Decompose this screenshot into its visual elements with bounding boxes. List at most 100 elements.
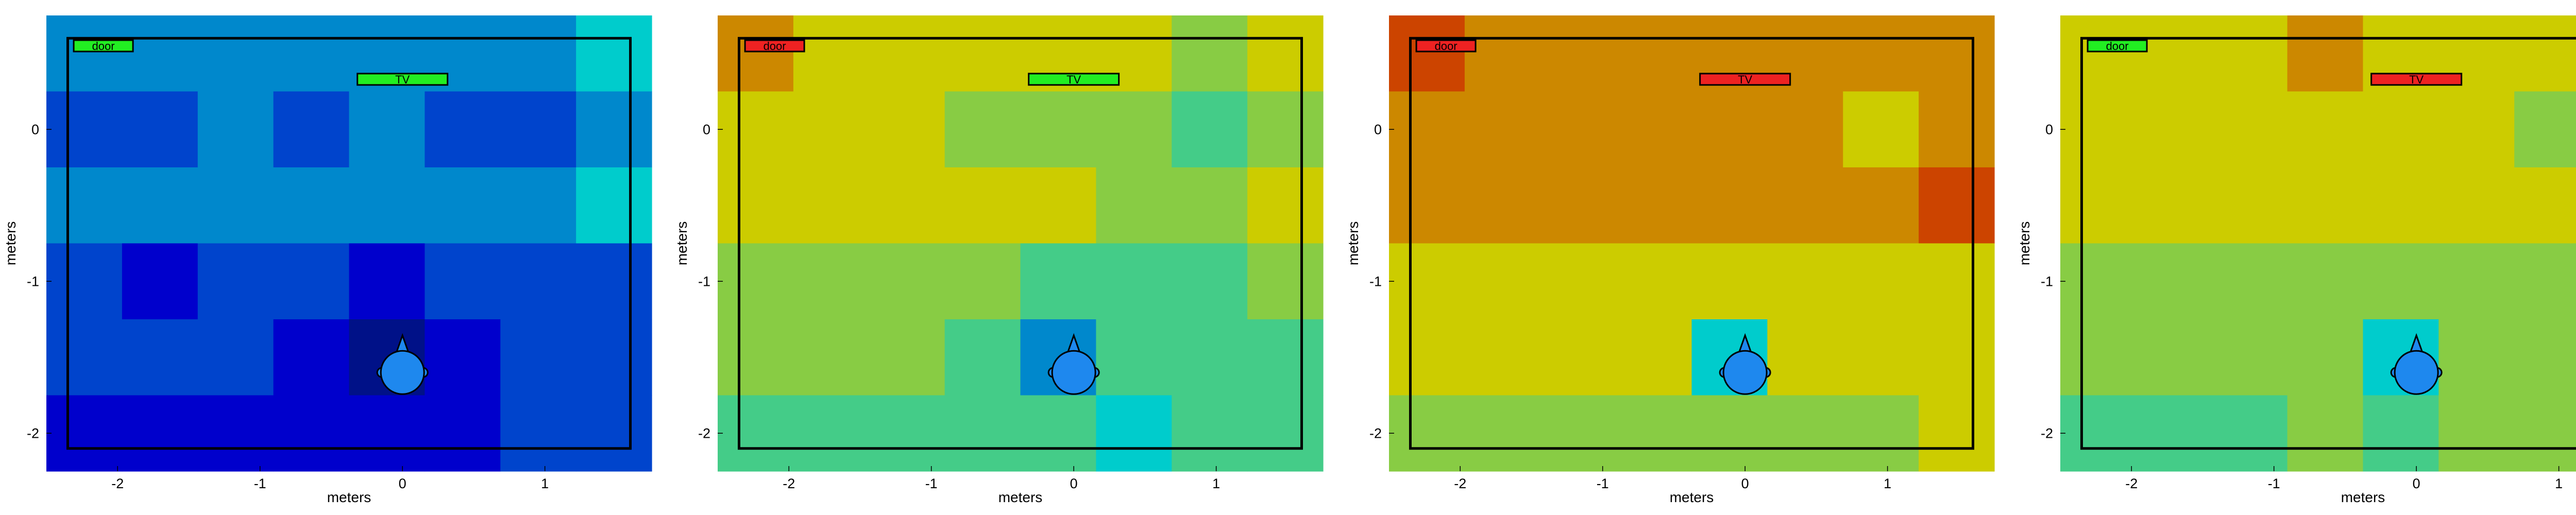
heatmap-cell: [2211, 15, 2288, 92]
heatmap-cell: [2287, 167, 2364, 244]
heatmap-cell: [1389, 319, 1465, 396]
heatmap-cell: [1843, 243, 1919, 320]
heatmap-cell: [576, 91, 652, 168]
heatmap-cell: [2438, 395, 2515, 472]
heatmap-cell: [425, 395, 501, 472]
label-box: [357, 73, 449, 86]
heatmap-cell: [718, 395, 794, 472]
room-boundary: [66, 37, 632, 450]
y-axis-label: meters: [674, 221, 690, 266]
heatmap-cell: [197, 319, 274, 396]
heatmap-cell: [1389, 91, 1465, 168]
heatmap-cell: [1464, 15, 1541, 92]
heatmap-cell: [46, 243, 123, 320]
listener-head-icon: [2390, 333, 2443, 395]
heatmap-cell: [1540, 395, 1617, 472]
heatmap-cell: [1616, 167, 1692, 244]
x-tick-label: 0: [1741, 476, 1749, 491]
tv-label: TV: [357, 73, 449, 86]
y-tick-label: -2: [698, 425, 710, 441]
x-tick-label: -1: [925, 476, 938, 491]
heatmap-cell: [944, 15, 1021, 92]
room-boundary: [737, 37, 1303, 450]
x-tick-label: 0: [399, 476, 406, 491]
heatmap-cell: [2211, 91, 2288, 168]
heatmap-cell: [1096, 91, 1172, 168]
heatmap-cell: [500, 319, 577, 396]
heatmap-cell: [349, 243, 425, 320]
heatmap-cell: [1540, 91, 1617, 168]
heatmap-cell: [1247, 91, 1324, 168]
heatmap-cell: [2136, 167, 2212, 244]
heatmap-cell: [425, 91, 501, 168]
heatmap-cell: [2287, 91, 2364, 168]
y-axis-label: meters: [1345, 221, 1361, 266]
door-label: door: [73, 39, 134, 53]
heatmap-cell: [1247, 167, 1324, 244]
listener-head-icon: [1047, 333, 1100, 395]
label-text: door: [2106, 40, 2129, 53]
heatmap-cell: [1767, 395, 1843, 472]
heatmap-cell: [718, 15, 794, 92]
y-tick-label: -2: [2041, 425, 2053, 441]
heatmap-cell: [1919, 167, 1995, 244]
heatmap-cell: [1919, 91, 1995, 168]
door-label: door: [1415, 39, 1477, 53]
heatmap-cell: [500, 91, 577, 168]
heatmap-cell: [2363, 91, 2439, 168]
heatmap-cell: [46, 167, 123, 244]
heatmap-cell: [944, 319, 1021, 396]
heatmap-cell: [793, 319, 870, 396]
heatmap-cell: [2363, 167, 2439, 244]
heatmap-cell: [869, 319, 945, 396]
heatmap-cell: [1172, 243, 1248, 320]
x-tick-label: -2: [111, 476, 124, 491]
heatmap-cell: [1096, 395, 1172, 472]
listener-head-icon: [376, 333, 429, 395]
x-tick-label: -2: [2125, 476, 2138, 491]
y-tick-label: 0: [703, 122, 710, 137]
heatmap-cell: [944, 91, 1021, 168]
x-tick-label: -1: [254, 476, 266, 491]
heatmap-cell: [793, 91, 870, 168]
heatmap-cell: [1843, 15, 1919, 92]
heatmap-cell: [2060, 243, 2137, 320]
heatmap-cell: [1691, 243, 1768, 320]
heatmap-cell: [500, 243, 577, 320]
label-text: TV: [2409, 73, 2424, 86]
heatmap-cell: [122, 319, 198, 396]
heatmap-cell: [1919, 15, 1995, 92]
heatmap-cell: [944, 167, 1021, 244]
heatmap-cell: [1540, 15, 1617, 92]
heatmap-cell: [2060, 319, 2137, 396]
y-tick-label: 0: [2045, 122, 2053, 137]
heatmap-cell: [2060, 91, 2137, 168]
heatmap-cell: [2211, 243, 2288, 320]
tv-label: TV: [1699, 73, 1791, 86]
heatmap-panel-3: door TV -2 -1 0 1 0 -1 -2 meters meters: [1345, 15, 1995, 505]
heatmap-cell: [1096, 167, 1172, 244]
heatmap-panel-2: door TV -2 -1 0 1 0 -1 -2 meters meters: [674, 15, 1324, 505]
heatmap-cell: [1616, 395, 1692, 472]
heatmap-cell: [1096, 243, 1172, 320]
heatmap-cell: [1020, 91, 1096, 168]
heatmap-cell: [1843, 395, 1919, 472]
heatmap-cell: [2438, 167, 2515, 244]
heatmap-cell: [718, 167, 794, 244]
x-tick-label: -1: [1597, 476, 1609, 491]
heatmap-cell: [1172, 167, 1248, 244]
label-text: door: [92, 40, 115, 53]
heatmap-cell: [500, 395, 577, 472]
heatmap-cell: [2287, 319, 2364, 396]
heatmap-cell: [869, 395, 945, 472]
heatmap-cell: [500, 167, 577, 244]
heatmap-cell: [2287, 15, 2364, 92]
heatmap-cell: [869, 91, 945, 168]
heatmap-cell: [1919, 319, 1995, 396]
heatmap-cell: [2438, 243, 2515, 320]
heatmap-cell: [2514, 15, 2576, 92]
heatmap-cell: [273, 395, 350, 472]
heatmap-cell: [197, 243, 274, 320]
heatmap-cell: [1464, 167, 1541, 244]
